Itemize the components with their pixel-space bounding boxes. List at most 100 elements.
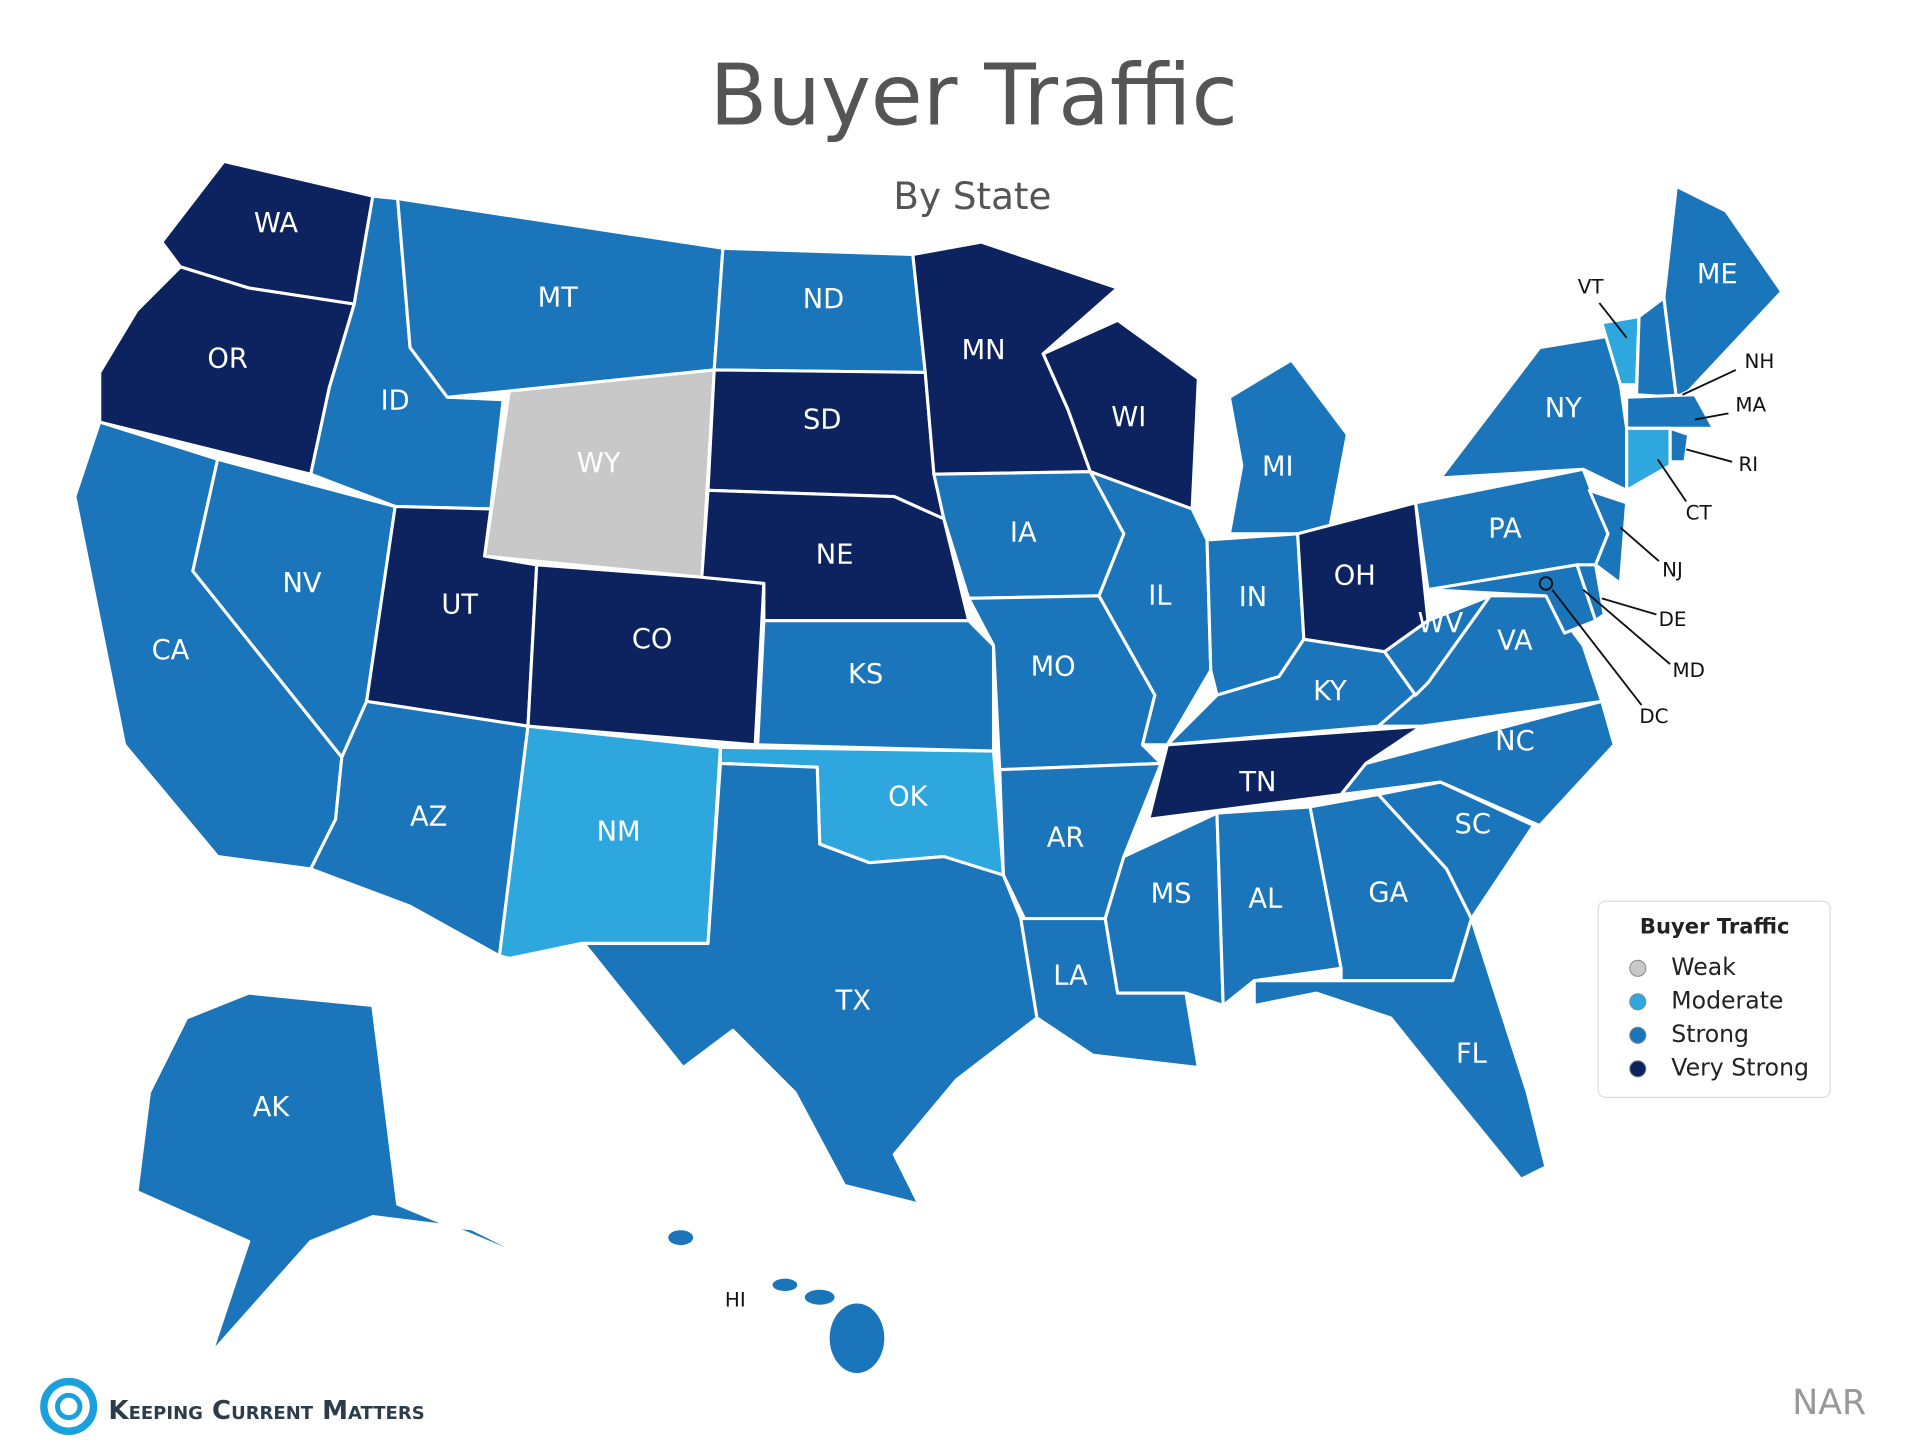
state: [1625, 426, 1672, 492]
state-label: UT: [441, 589, 478, 620]
state-label: KS: [848, 659, 883, 690]
state: [1252, 917, 1548, 1181]
state: [772, 1278, 798, 1292]
state-label: MN: [962, 335, 1006, 366]
state-label: OK: [888, 782, 928, 813]
leader-line: [1685, 448, 1733, 463]
state: [1383, 594, 1492, 697]
state-label: RI: [1738, 453, 1758, 476]
state-label: TN: [1238, 767, 1276, 798]
state-label: ID: [381, 386, 410, 417]
state-label: FL: [1456, 1039, 1488, 1070]
state-label: AZ: [410, 802, 447, 833]
legend-swatch: [1629, 1026, 1647, 1044]
legend-box: [1597, 900, 1831, 1098]
legend-swatch: [1629, 1060, 1647, 1078]
state-label: NJ: [1662, 559, 1683, 582]
state: [526, 563, 766, 747]
state-label: MD: [1672, 659, 1704, 682]
state-label: IN: [1239, 582, 1267, 613]
state-label: CA: [152, 635, 190, 666]
state-label: AR: [1047, 823, 1085, 854]
state-label: MS: [1151, 879, 1192, 910]
state-label: NC: [1495, 726, 1534, 757]
leader-line: [1582, 588, 1671, 665]
state: [1227, 358, 1349, 536]
state-label: HI: [725, 1288, 746, 1311]
state-label: WY: [577, 448, 621, 479]
state-label: MA: [1735, 393, 1766, 416]
state-label: OR: [207, 344, 247, 375]
legend-title: Buyer Traffic: [1640, 913, 1790, 938]
state-label: GA: [1368, 877, 1408, 908]
state: [1538, 576, 1554, 591]
state: [1587, 488, 1629, 585]
leader-line: [1598, 302, 1628, 339]
title: Buyer Traffic: [709, 47, 1237, 145]
state-label: SC: [1454, 809, 1490, 840]
state-label: WA: [254, 208, 298, 239]
brand: Keeping Current Matters: [108, 1396, 424, 1426]
legend-swatch: [1629, 993, 1647, 1011]
state-label: OH: [1334, 561, 1376, 592]
state: [1088, 470, 1213, 747]
state: [135, 991, 549, 1355]
state: [1438, 333, 1629, 492]
state-label: ME: [1697, 259, 1738, 290]
state-label: DE: [1659, 608, 1687, 631]
state-label: TX: [835, 985, 871, 1016]
state-label: IL: [1148, 581, 1172, 612]
state-label: NM: [597, 816, 641, 847]
state-label: AL: [1248, 884, 1283, 915]
state-label: ND: [803, 284, 844, 315]
state-labels: WA OR CA NV ID MT WY UT CO AZ NM ND SD NE KS OK TX MN IA MO…: [152, 208, 1775, 1311]
state-label: AK: [253, 1092, 291, 1123]
state-label: MT: [538, 283, 579, 314]
state-label: CO: [632, 624, 673, 655]
state: [1625, 393, 1716, 430]
logo-icon: [40, 1377, 98, 1436]
state: [582, 761, 1039, 1206]
state: [1215, 805, 1343, 1008]
legend-label: Strong: [1671, 1020, 1749, 1048]
state-label: NY: [1545, 393, 1582, 424]
states: [73, 159, 1784, 1373]
state-label: NH: [1745, 350, 1775, 373]
state-label: SD: [803, 404, 841, 435]
state-label: VT: [1578, 276, 1605, 299]
state-label: MO: [1031, 651, 1076, 682]
leader-line: [1694, 412, 1729, 421]
subtitle: By State: [893, 174, 1051, 218]
leader-line: [1619, 526, 1660, 562]
state: [1668, 426, 1691, 464]
state: [668, 1230, 694, 1246]
legend-label: Moderate: [1671, 986, 1783, 1014]
state-label: NE: [816, 540, 854, 571]
state-label: VA: [1497, 625, 1533, 656]
source: NAR: [1792, 1383, 1866, 1423]
logo-icon: [55, 1392, 83, 1421]
state: [804, 1289, 835, 1305]
state-label: CT: [1686, 501, 1713, 524]
logo: [40, 1377, 98, 1436]
state-label: KY: [1313, 676, 1347, 707]
state-label: DC: [1639, 705, 1668, 728]
state-label: IA: [1010, 517, 1037, 548]
state-label: WI: [1111, 402, 1146, 433]
legend-swatch: [1629, 959, 1647, 977]
legend-label: Very Strong: [1671, 1053, 1809, 1081]
leader-line: [1551, 589, 1643, 706]
state-label: WV: [1418, 608, 1464, 639]
legend-label: Weak: [1671, 953, 1736, 981]
leader-line: [1682, 369, 1737, 396]
state: [829, 1303, 885, 1373]
state-label: MI: [1262, 451, 1294, 482]
state-label: NV: [283, 568, 322, 599]
state-label: LA: [1053, 960, 1088, 991]
leader-line: [1601, 597, 1657, 616]
state-label: PA: [1488, 514, 1522, 545]
legend: Weak Moderate Strong Very Strong: [1629, 953, 1809, 1081]
state: [756, 619, 996, 753]
